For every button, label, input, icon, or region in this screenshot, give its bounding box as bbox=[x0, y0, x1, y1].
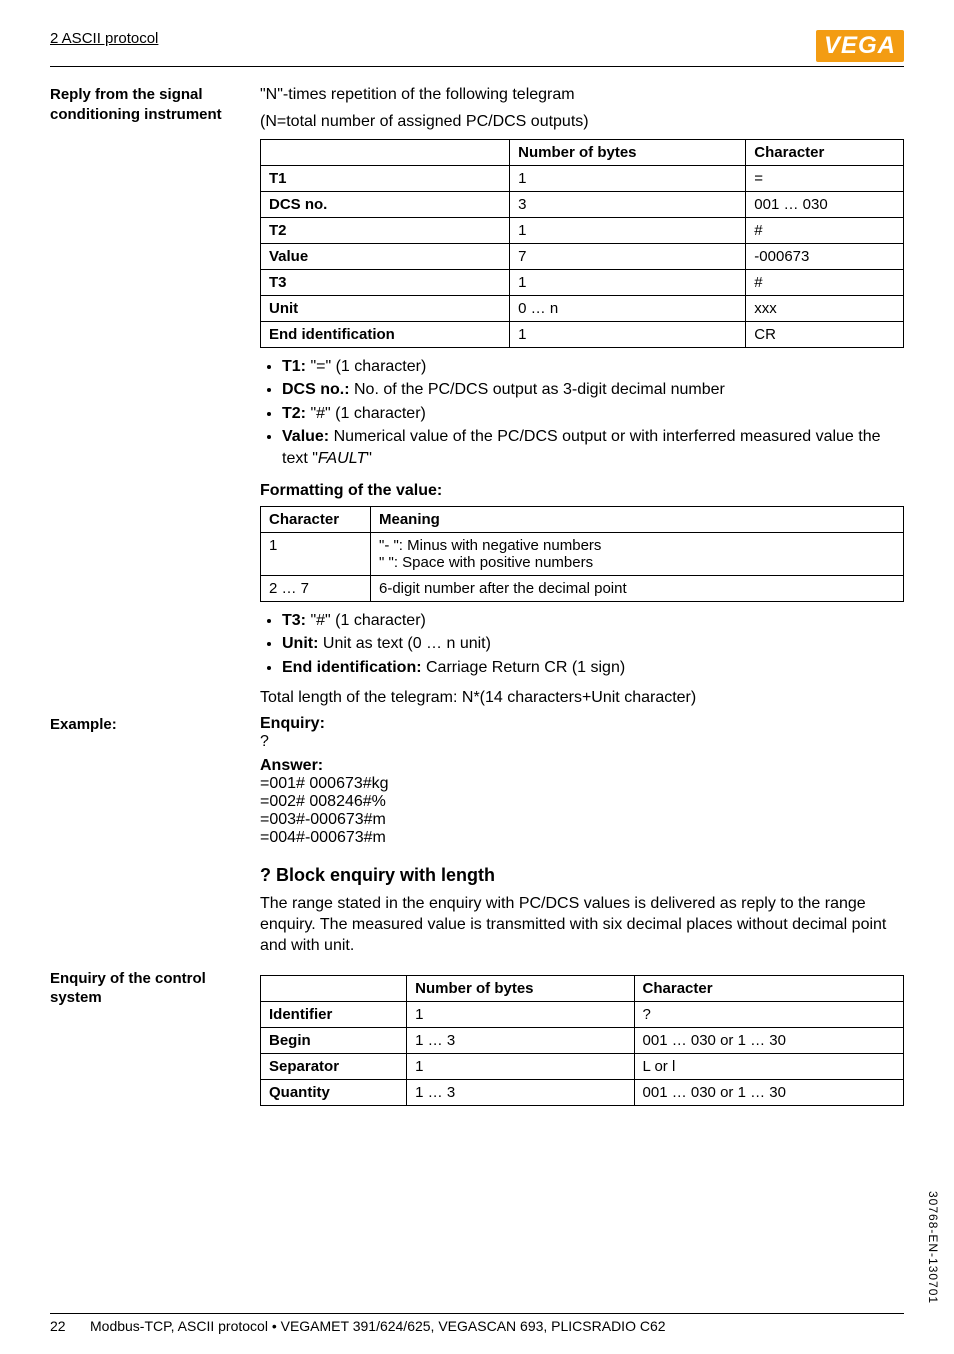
logo-text: VEGA bbox=[816, 30, 904, 62]
cell: 1 bbox=[510, 165, 746, 191]
t: "#" (1 character) bbox=[306, 405, 426, 422]
cell: # bbox=[746, 217, 904, 243]
cell: 1 bbox=[510, 321, 746, 347]
b: Unit: bbox=[282, 635, 318, 652]
bullet-item: T3: "#" (1 character) bbox=[282, 610, 904, 632]
cell: T2 bbox=[261, 217, 510, 243]
th-blank bbox=[261, 975, 407, 1001]
cell: 2 … 7 bbox=[261, 575, 371, 601]
cell: 6-digit number after the decimal point bbox=[371, 575, 904, 601]
t: "=" (1 character) bbox=[306, 358, 426, 375]
b: Value: bbox=[282, 428, 329, 445]
cell: 1 bbox=[510, 269, 746, 295]
th-bytes: Number of bytes bbox=[510, 139, 746, 165]
logo: VEGA bbox=[816, 30, 904, 62]
formatting-table: Character Meaning 1 "- ": Minus with neg… bbox=[260, 506, 904, 602]
cell: # bbox=[746, 269, 904, 295]
cell: T3 bbox=[261, 269, 510, 295]
b: End identification: bbox=[282, 659, 422, 676]
t: Carriage Return CR (1 sign) bbox=[422, 659, 626, 676]
cell: Begin bbox=[261, 1027, 407, 1053]
bullet-item: End identification: Carriage Return CR (… bbox=[282, 657, 904, 679]
cell: Identifier bbox=[261, 1001, 407, 1027]
cell: Unit bbox=[261, 295, 510, 321]
cell: 001 … 030 or 1 … 30 bbox=[634, 1027, 903, 1053]
answer-line: =004#-000673#m bbox=[260, 829, 904, 847]
enquiry-body: ? bbox=[260, 733, 904, 751]
i: FAULT bbox=[318, 450, 366, 467]
cell: Value bbox=[261, 243, 510, 269]
enquiry-control-label: Enquiry of the control system bbox=[50, 969, 250, 1008]
side-code: 30768-EN-130701 bbox=[926, 1191, 940, 1304]
t: No. of the PC/DCS output as 3-digit deci… bbox=[350, 381, 725, 398]
th-meaning: Meaning bbox=[371, 506, 904, 532]
bullet-item: DCS no.: No. of the PC/DCS output as 3-d… bbox=[282, 379, 904, 401]
answer-head: Answer: bbox=[260, 757, 904, 775]
cell: 1 bbox=[407, 1001, 634, 1027]
b: DCS no.: bbox=[282, 381, 350, 398]
th-bytes: Number of bytes bbox=[407, 975, 634, 1001]
answer-line: =002# 008246#% bbox=[260, 793, 904, 811]
reply-table: Number of bytes Character T11= DCS no.30… bbox=[260, 139, 904, 348]
intro-line2: (N=total number of assigned PC/DCS outpu… bbox=[260, 112, 904, 133]
cell: ? bbox=[634, 1001, 903, 1027]
th-char: Character bbox=[261, 506, 371, 532]
bullets-2: T3: "#" (1 character) Unit: Unit as text… bbox=[260, 610, 904, 679]
cell: 7 bbox=[510, 243, 746, 269]
t2: " bbox=[366, 450, 372, 467]
cell: T1 bbox=[261, 165, 510, 191]
cell: Quantity bbox=[261, 1079, 407, 1105]
cell: 1 … 3 bbox=[407, 1079, 634, 1105]
th-blank bbox=[261, 139, 510, 165]
cell: xxx bbox=[746, 295, 904, 321]
cell: 1 bbox=[510, 217, 746, 243]
cell: End identification bbox=[261, 321, 510, 347]
b: T1: bbox=[282, 358, 306, 375]
bullet-item: T1: "=" (1 character) bbox=[282, 356, 904, 378]
reply-label: Reply from the signal conditioning instr… bbox=[50, 85, 250, 124]
bullet-item: Value: Numerical value of the PC/DCS out… bbox=[282, 426, 904, 469]
cell: 001 … 030 bbox=[746, 191, 904, 217]
cell: = bbox=[746, 165, 904, 191]
b: T2: bbox=[282, 405, 306, 422]
bullet-item: T2: "#" (1 character) bbox=[282, 403, 904, 425]
example-label: Example: bbox=[50, 715, 250, 735]
cell: "- ": Minus with negative numbers " ": S… bbox=[371, 532, 904, 575]
page-footer: 22 Modbus-TCP, ASCII protocol • VEGAMET … bbox=[50, 1313, 904, 1334]
cell: 001 … 030 or 1 … 30 bbox=[634, 1079, 903, 1105]
enquiry-table: Number of bytes Character Identifier1? B… bbox=[260, 975, 904, 1106]
section-title: 2 ASCII protocol bbox=[50, 30, 158, 47]
th-char: Character bbox=[634, 975, 903, 1001]
cell: -000673 bbox=[746, 243, 904, 269]
page-number: 22 bbox=[50, 1318, 90, 1334]
cell: 1 … 3 bbox=[407, 1027, 634, 1053]
cell: 3 bbox=[510, 191, 746, 217]
cell: 1 bbox=[261, 532, 371, 575]
intro-line1: "N"-times repetition of the following te… bbox=[260, 85, 904, 106]
t: Unit as text (0 … n unit) bbox=[318, 635, 491, 652]
cell: 1 bbox=[407, 1053, 634, 1079]
th-char: Character bbox=[746, 139, 904, 165]
enquiry-head: Enquiry: bbox=[260, 715, 904, 733]
block-enquiry-para: The range stated in the enquiry with PC/… bbox=[260, 894, 904, 956]
bullets-1: T1: "=" (1 character) DCS no.: No. of th… bbox=[260, 356, 904, 470]
cell: 0 … n bbox=[510, 295, 746, 321]
formatting-header: Formatting of the value: bbox=[260, 482, 904, 500]
b: T3: bbox=[282, 612, 306, 629]
answer-line: =001# 000673#kg bbox=[260, 775, 904, 793]
page-header: 2 ASCII protocol VEGA bbox=[50, 30, 904, 67]
block-enquiry-title: ? Block enquiry with length bbox=[260, 865, 904, 886]
cell: DCS no. bbox=[261, 191, 510, 217]
total-length: Total length of the telegram: N*(14 char… bbox=[260, 688, 904, 709]
cell: L or l bbox=[634, 1053, 903, 1079]
cell: CR bbox=[746, 321, 904, 347]
answer-line: =003#-000673#m bbox=[260, 811, 904, 829]
footer-title: Modbus-TCP, ASCII protocol • VEGAMET 391… bbox=[90, 1318, 666, 1334]
bullet-item: Unit: Unit as text (0 … n unit) bbox=[282, 633, 904, 655]
cell: Separator bbox=[261, 1053, 407, 1079]
t: "#" (1 character) bbox=[306, 612, 426, 629]
